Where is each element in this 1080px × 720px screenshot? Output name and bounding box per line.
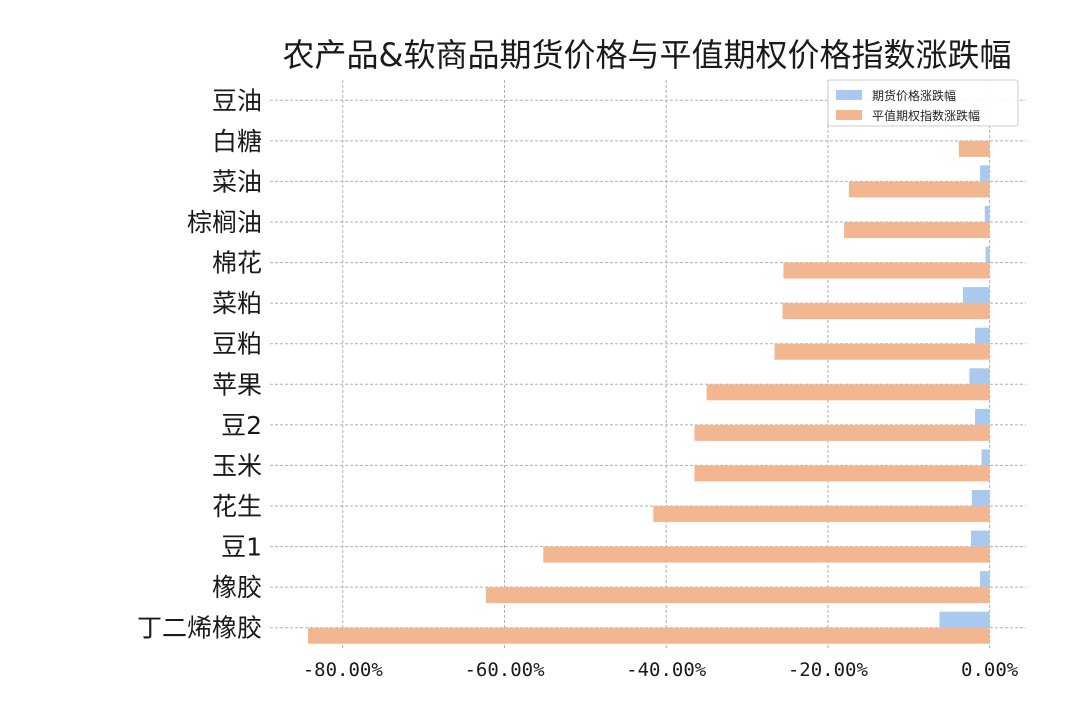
category-label: 豆油 [212,86,262,115]
bar-futures [962,287,990,304]
legend-box [827,79,1019,127]
category-label: 豆粕 [212,330,262,359]
bar-option-index [653,506,990,522]
legend-label: 期货价格涨跌幅 [872,88,956,103]
category-label: 菜油 [212,167,262,196]
bar-option-index [485,587,990,604]
bar-option-index [848,181,990,198]
bar-futures [971,490,990,506]
x-tick-label: -40.00% [626,659,707,681]
x-tick-labels: -80.00% -60.00% -40.00% -20.00% 0.00% [303,659,1019,681]
category-label: 苹果 [212,370,262,399]
category-label: 白糖 [212,127,262,156]
bar-option-index [783,262,990,279]
chart-title: 农产品&软商品期货价格与平值期权价格指数涨跌幅 [283,36,1012,74]
bar-option-index [844,222,990,238]
bar-futures [939,611,990,628]
bar-futures [985,246,990,263]
category-label: 花生 [212,492,262,521]
legend-label: 平值期权指数涨跌幅 [872,108,980,123]
x-tick-label: -80.00% [303,659,384,681]
bar-futures [971,530,990,547]
bar-futures [979,165,990,182]
category-label: 豆1 [221,533,262,562]
bar-futures [969,368,990,385]
category-label: 橡胶 [212,573,262,602]
category-label: 豆2 [221,411,262,440]
bar-futures [981,449,990,466]
bar-option-index [706,384,990,401]
bar-option-index [543,546,990,563]
x-tick-label: 0.00% [961,659,1019,681]
x-tick-label: -20.00% [788,659,869,681]
bar-option-index [694,465,990,482]
bars [308,140,990,644]
x-tick-label: -60.00% [464,659,545,681]
grid [270,80,1026,648]
category-label: 玉米 [212,451,262,480]
bar-option-index [782,303,990,320]
bar-option-index [958,140,990,157]
bar-option-index [774,343,990,360]
bar-futures [979,571,990,588]
bar-futures [984,206,990,222]
bar-futures [975,327,990,344]
category-label: 丁二烯橡胶 [137,614,262,643]
category-label: 棉花 [212,249,262,278]
legend-swatch [836,90,862,100]
category-label: 棕榈油 [187,208,262,237]
category-label: 菜粕 [212,289,262,318]
bar-futures [975,408,990,425]
bar-option-index [308,627,990,644]
legend-swatch [836,110,862,120]
bar-option-index [694,424,990,441]
